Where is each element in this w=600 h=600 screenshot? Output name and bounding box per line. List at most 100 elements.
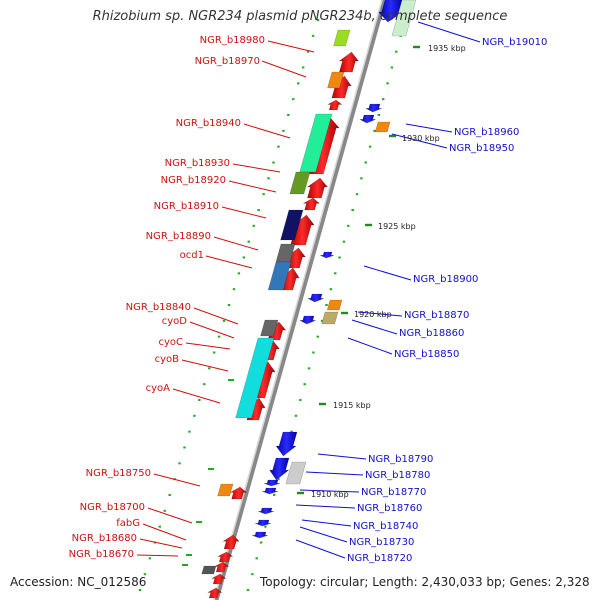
feature-box <box>280 209 304 241</box>
label-leader-line <box>142 523 187 541</box>
scale-label: 1920 kbp <box>354 310 392 319</box>
gene-label[interactable]: NGR_b18720 <box>347 553 412 564</box>
track-dot <box>237 272 241 275</box>
label-leader-line <box>363 265 412 281</box>
scale-tick <box>389 134 396 138</box>
gene-label[interactable]: NGR_b18930 <box>165 158 230 169</box>
track-dot <box>381 98 385 101</box>
reverse-gene-arrow <box>261 487 279 495</box>
gene-label[interactable]: NGR_b18940 <box>176 118 241 129</box>
forward-gene-arrow <box>217 551 234 563</box>
gene-label[interactable]: NGR_b18970 <box>195 56 260 67</box>
gene-label[interactable]: cyoD <box>162 316 188 327</box>
gene-label[interactable]: NGR_b18950 <box>449 143 514 154</box>
forward-gene-arrow <box>306 177 329 199</box>
track-dash <box>186 554 192 556</box>
map-title: Rhizobium sp. NGR234 plasmid pNGR234b, c… <box>92 9 508 24</box>
gene-label[interactable]: NGR_b18910 <box>154 201 219 212</box>
scale-label: 1915 kbp <box>333 401 371 410</box>
track-dot <box>311 34 315 37</box>
backbone-highlight <box>213 0 383 600</box>
track-dot <box>277 145 280 148</box>
label-leader-line <box>391 133 448 149</box>
track-dot <box>297 82 300 85</box>
track-dot <box>264 525 267 528</box>
track-dot <box>208 367 211 370</box>
label-leader-line <box>189 321 235 339</box>
gene-label[interactable]: NGR_b18680 <box>72 533 137 544</box>
gene-label[interactable]: NGR_b18870 <box>404 310 469 321</box>
label-leader-line <box>232 163 281 173</box>
feature-box <box>374 121 391 133</box>
gene-label[interactable]: NGR_b18960 <box>454 127 519 138</box>
gene-label[interactable]: NGR_b18780 <box>365 470 430 481</box>
gene-label[interactable]: NGR_b18790 <box>368 454 433 465</box>
gene-label[interactable]: cyoA <box>146 383 171 394</box>
gene-label[interactable]: NGR_b18920 <box>161 175 226 186</box>
track-dot <box>251 573 254 576</box>
label-leader-line <box>243 123 291 139</box>
gene-label[interactable]: cyoB <box>155 354 180 365</box>
track-dot <box>320 319 324 322</box>
scale-tick <box>297 491 304 495</box>
gene-label[interactable]: NGR_b18700 <box>80 502 145 513</box>
label-leader-line <box>347 337 393 355</box>
track-dot <box>347 224 350 227</box>
forward-gene-arrow <box>302 197 321 211</box>
feature-box <box>267 261 292 291</box>
track-dot <box>227 304 231 306</box>
gene-label[interactable]: cyoC <box>158 337 183 348</box>
gene-label[interactable]: NGR_b19010 <box>482 37 547 48</box>
gene-label[interactable]: NGR_b18770 <box>361 487 426 498</box>
forward-gene-arrow <box>327 99 343 111</box>
track-dot <box>329 288 333 291</box>
label-leader-line <box>301 519 352 527</box>
label-leader-line <box>417 21 481 43</box>
track-dot <box>247 240 250 243</box>
track-dot <box>267 177 270 180</box>
track-dot <box>338 256 341 259</box>
track-dot <box>390 66 394 69</box>
gene-label[interactable]: ocd1 <box>180 250 204 261</box>
dotted-tracks <box>138 19 420 591</box>
accession-text: Accession: NC_012586 <box>10 575 147 589</box>
track-dot <box>351 209 354 211</box>
track-dot <box>299 399 302 401</box>
reverse-gene-arrow <box>359 114 376 124</box>
gene-label[interactable]: NGR_b18670 <box>69 549 134 560</box>
reverse-gene-arrow <box>299 315 316 325</box>
forward-gene-arrow <box>222 534 240 550</box>
label-leader-line <box>153 473 201 487</box>
label-leader-line <box>305 471 364 476</box>
gene-label[interactable]: fabG <box>116 518 140 529</box>
track-dot <box>168 494 171 496</box>
backbone-line <box>213 0 387 600</box>
forward-gene-arrow <box>207 587 223 599</box>
track-dash <box>182 564 188 566</box>
label-leader-line <box>147 507 193 524</box>
gene-label[interactable]: NGR_b18980 <box>200 35 265 46</box>
gene-label[interactable]: NGR_b18760 <box>357 503 422 514</box>
feature-box <box>391 0 417 37</box>
scale-tick <box>413 45 420 49</box>
gene-label[interactable]: NGR_b18890 <box>146 231 211 242</box>
track-dash <box>228 379 234 381</box>
gene-label[interactable]: NGR_b18840 <box>126 302 191 313</box>
track-dot <box>334 272 337 275</box>
scale-tick <box>319 402 326 406</box>
gene-label[interactable]: NGR_b18730 <box>349 537 414 548</box>
feature-box <box>285 461 307 485</box>
track-dot <box>183 446 186 449</box>
track-dot <box>290 430 293 433</box>
feature-box <box>333 29 351 47</box>
gene-label[interactable]: NGR_b18900 <box>413 274 478 285</box>
gene-label[interactable]: NGR_b18750 <box>86 468 151 479</box>
track-dot <box>148 557 152 560</box>
feature-box <box>321 311 339 325</box>
gene-label[interactable]: NGR_b18860 <box>399 328 464 339</box>
gene-label[interactable]: NGR_b18850 <box>394 349 459 360</box>
track-dot <box>301 66 305 69</box>
track-dot <box>255 557 258 560</box>
gene-label[interactable]: NGR_b18740 <box>353 521 418 532</box>
track-dot <box>217 335 221 338</box>
